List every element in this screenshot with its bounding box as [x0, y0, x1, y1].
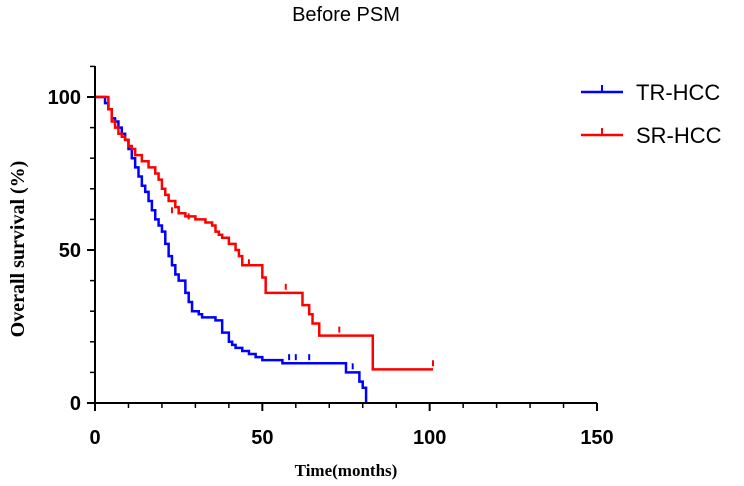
x-axis-title: Time(months) [295, 461, 398, 480]
legend: TR-HCC SR-HCC [581, 80, 722, 148]
x-tick-label: 100 [413, 427, 446, 449]
x-tick-label: 50 [251, 427, 273, 449]
y-tick-label: 100 [48, 87, 81, 109]
plot-area [95, 95, 435, 403]
y-axis-title: Overall survival (%) [7, 161, 29, 338]
axes: 0 50 100 150 0 50 100 [48, 65, 614, 449]
chart-title: Before PSM [292, 4, 400, 26]
legend-label: SR-HCC [636, 123, 722, 148]
x-tick-label: 150 [580, 427, 613, 449]
series-line-sr-hcc [95, 95, 434, 371]
legend-label: TR-HCC [636, 80, 720, 105]
x-tick-label: 0 [89, 427, 100, 449]
series-line-tr-hcc [95, 95, 368, 403]
y-tick-label: 50 [59, 240, 81, 262]
y-tick-label: 0 [70, 393, 81, 415]
